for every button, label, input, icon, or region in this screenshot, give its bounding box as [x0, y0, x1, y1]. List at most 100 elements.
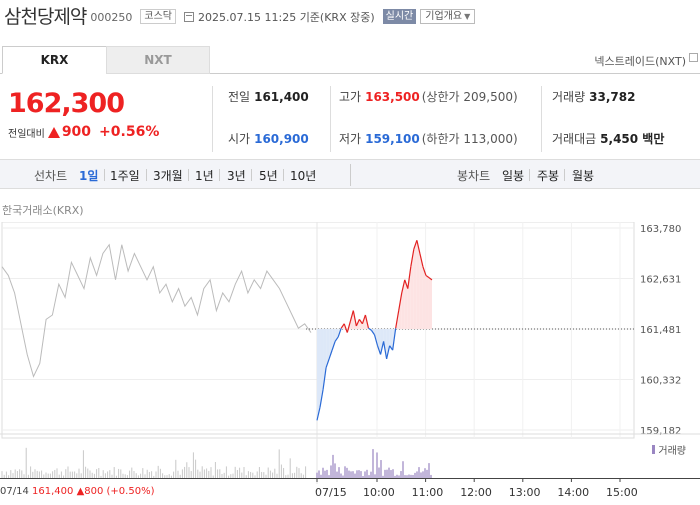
- today-line-segment: [386, 345, 391, 360]
- today-line-segment: [404, 279, 409, 289]
- period-3y[interactable]: 3년: [227, 169, 246, 183]
- down-area: [377, 329, 381, 355]
- up-area: [413, 240, 417, 329]
- change-label: 전일대비: [8, 128, 45, 140]
- nextrade-checkbox-icon[interactable]: [689, 53, 698, 62]
- today-line-segment: [373, 334, 379, 346]
- up-area: [416, 240, 420, 329]
- today-line-segment: [334, 336, 339, 342]
- today-line-segment: [364, 314, 370, 329]
- company-overview-dropdown[interactable]: 기업개요 ▼: [420, 9, 476, 24]
- tab-krx[interactable]: KRX: [2, 46, 107, 74]
- today-line-segment: [328, 349, 333, 360]
- today-line-segment: [316, 407, 321, 421]
- tab-nxt[interactable]: NXT: [106, 46, 210, 74]
- down-area: [317, 329, 321, 421]
- up-area: [410, 249, 414, 329]
- stat-trade-value: 거래대금 5,450 백만: [552, 132, 665, 146]
- up-area: [407, 266, 411, 329]
- chevron-down-icon: ▼: [464, 12, 471, 21]
- change-value: 900: [61, 124, 92, 140]
- today-line-segment: [349, 310, 354, 322]
- prev-day-change: ▲800 (+0.50%): [76, 486, 155, 497]
- plot-frame: [1, 222, 635, 439]
- stock-name: 삼천당제약: [4, 5, 87, 28]
- stat-volume: 거래량 33,782: [552, 90, 636, 104]
- today-line-segment: [407, 266, 412, 289]
- price-change: 전일대비 900 +0.56%: [8, 124, 159, 140]
- volume-legend: 거래량: [652, 442, 686, 457]
- down-area: [335, 329, 339, 342]
- down-area: [386, 329, 390, 359]
- realtime-button[interactable]: 실시간: [382, 9, 417, 24]
- period-5y[interactable]: 5년: [259, 169, 278, 183]
- exchange-tabs: KRX NXT 넥스트레이드(NXT): [0, 46, 700, 74]
- today-line-segment: [413, 240, 418, 250]
- today-line-segment: [322, 367, 327, 390]
- today-line-segment: [337, 327, 342, 338]
- today-line-segment: [395, 310, 400, 329]
- today-line-segment: [343, 323, 348, 333]
- period-10y[interactable]: 10년: [290, 169, 317, 183]
- candle-daily[interactable]: 일봉: [502, 169, 525, 183]
- y-tick-label: 159,182: [640, 426, 681, 437]
- today-line-segment: [325, 358, 330, 368]
- candle-monthly[interactable]: 월봉: [572, 169, 595, 183]
- price-chart[interactable]: 163,780 162,631 161,481 160,332 159,182: [0, 222, 700, 484]
- up-area: [422, 266, 426, 329]
- today-line-segment: [425, 274, 430, 279]
- up-area: [404, 279, 408, 329]
- down-area: [380, 329, 384, 355]
- x-tick-label: 13:00: [508, 486, 541, 499]
- current-price: 162,300: [8, 88, 125, 119]
- y-tick-label: 161,481: [640, 325, 681, 336]
- company-overview-label: 기업개요: [425, 11, 463, 22]
- x-tick-label: 12:00: [460, 486, 492, 499]
- today-line-segment: [416, 240, 421, 254]
- today-line-segment: [331, 341, 336, 351]
- up-area: [359, 319, 363, 329]
- today-line-segment: [428, 277, 433, 281]
- x-tick-label: 15:00: [606, 486, 638, 499]
- quote-stats: 전일 161,400 시가 160,900 고가 163,500 (상한가 209,50…: [0, 84, 700, 156]
- nextrade-link[interactable]: 넥스트레이드(NXT): [594, 55, 686, 68]
- y-tick-label: 163,780: [640, 224, 681, 235]
- up-triangle-icon: [47, 126, 60, 138]
- stat-open: 시가 160,900: [228, 132, 309, 146]
- today-line-segment: [352, 310, 357, 327]
- period-1w[interactable]: 1주일: [110, 169, 140, 183]
- prev-day-date: 07/14: [0, 486, 29, 497]
- down-area: [320, 329, 324, 408]
- volume-swatch: [652, 445, 656, 454]
- period-1d[interactable]: 1일: [79, 169, 99, 183]
- stat-prev-close: 전일 161,400: [228, 90, 309, 104]
- down-area: [389, 329, 393, 351]
- today-line-segment: [346, 321, 351, 333]
- today-line-segment: [422, 266, 427, 276]
- stat-high: 고가 163,500 (상한가 209,500): [339, 90, 518, 104]
- line-chart-label: 선차트: [34, 169, 68, 183]
- today-line-segment: [358, 319, 363, 325]
- period-1y[interactable]: 1년: [195, 169, 214, 183]
- candle-chart-label: 봉차트: [457, 169, 491, 183]
- stat-low: 저가 159,100 (하한가 113,000): [339, 132, 518, 146]
- period-3m[interactable]: 3개월: [153, 169, 183, 183]
- today-line-segment: [398, 292, 403, 311]
- today-line-segment: [361, 314, 366, 324]
- up-area: [419, 253, 423, 329]
- up-area: [428, 277, 432, 329]
- x-tick-label: 11:00: [411, 486, 444, 499]
- today-line-segment: [355, 319, 360, 327]
- today-line-segment: [340, 323, 345, 329]
- x-tick-label: 10:00: [363, 486, 395, 499]
- up-area: [425, 275, 429, 329]
- market-badge: 코스닥: [140, 9, 177, 24]
- down-area: [323, 329, 327, 390]
- today-line-segment: [401, 279, 406, 294]
- today-line-segment: [368, 327, 372, 331]
- down-area: [326, 329, 330, 368]
- stock-code: 000250: [90, 10, 133, 24]
- today-line-segment: [392, 328, 397, 351]
- candle-weekly[interactable]: 주봉: [537, 169, 560, 183]
- today-line-segment: [319, 389, 324, 408]
